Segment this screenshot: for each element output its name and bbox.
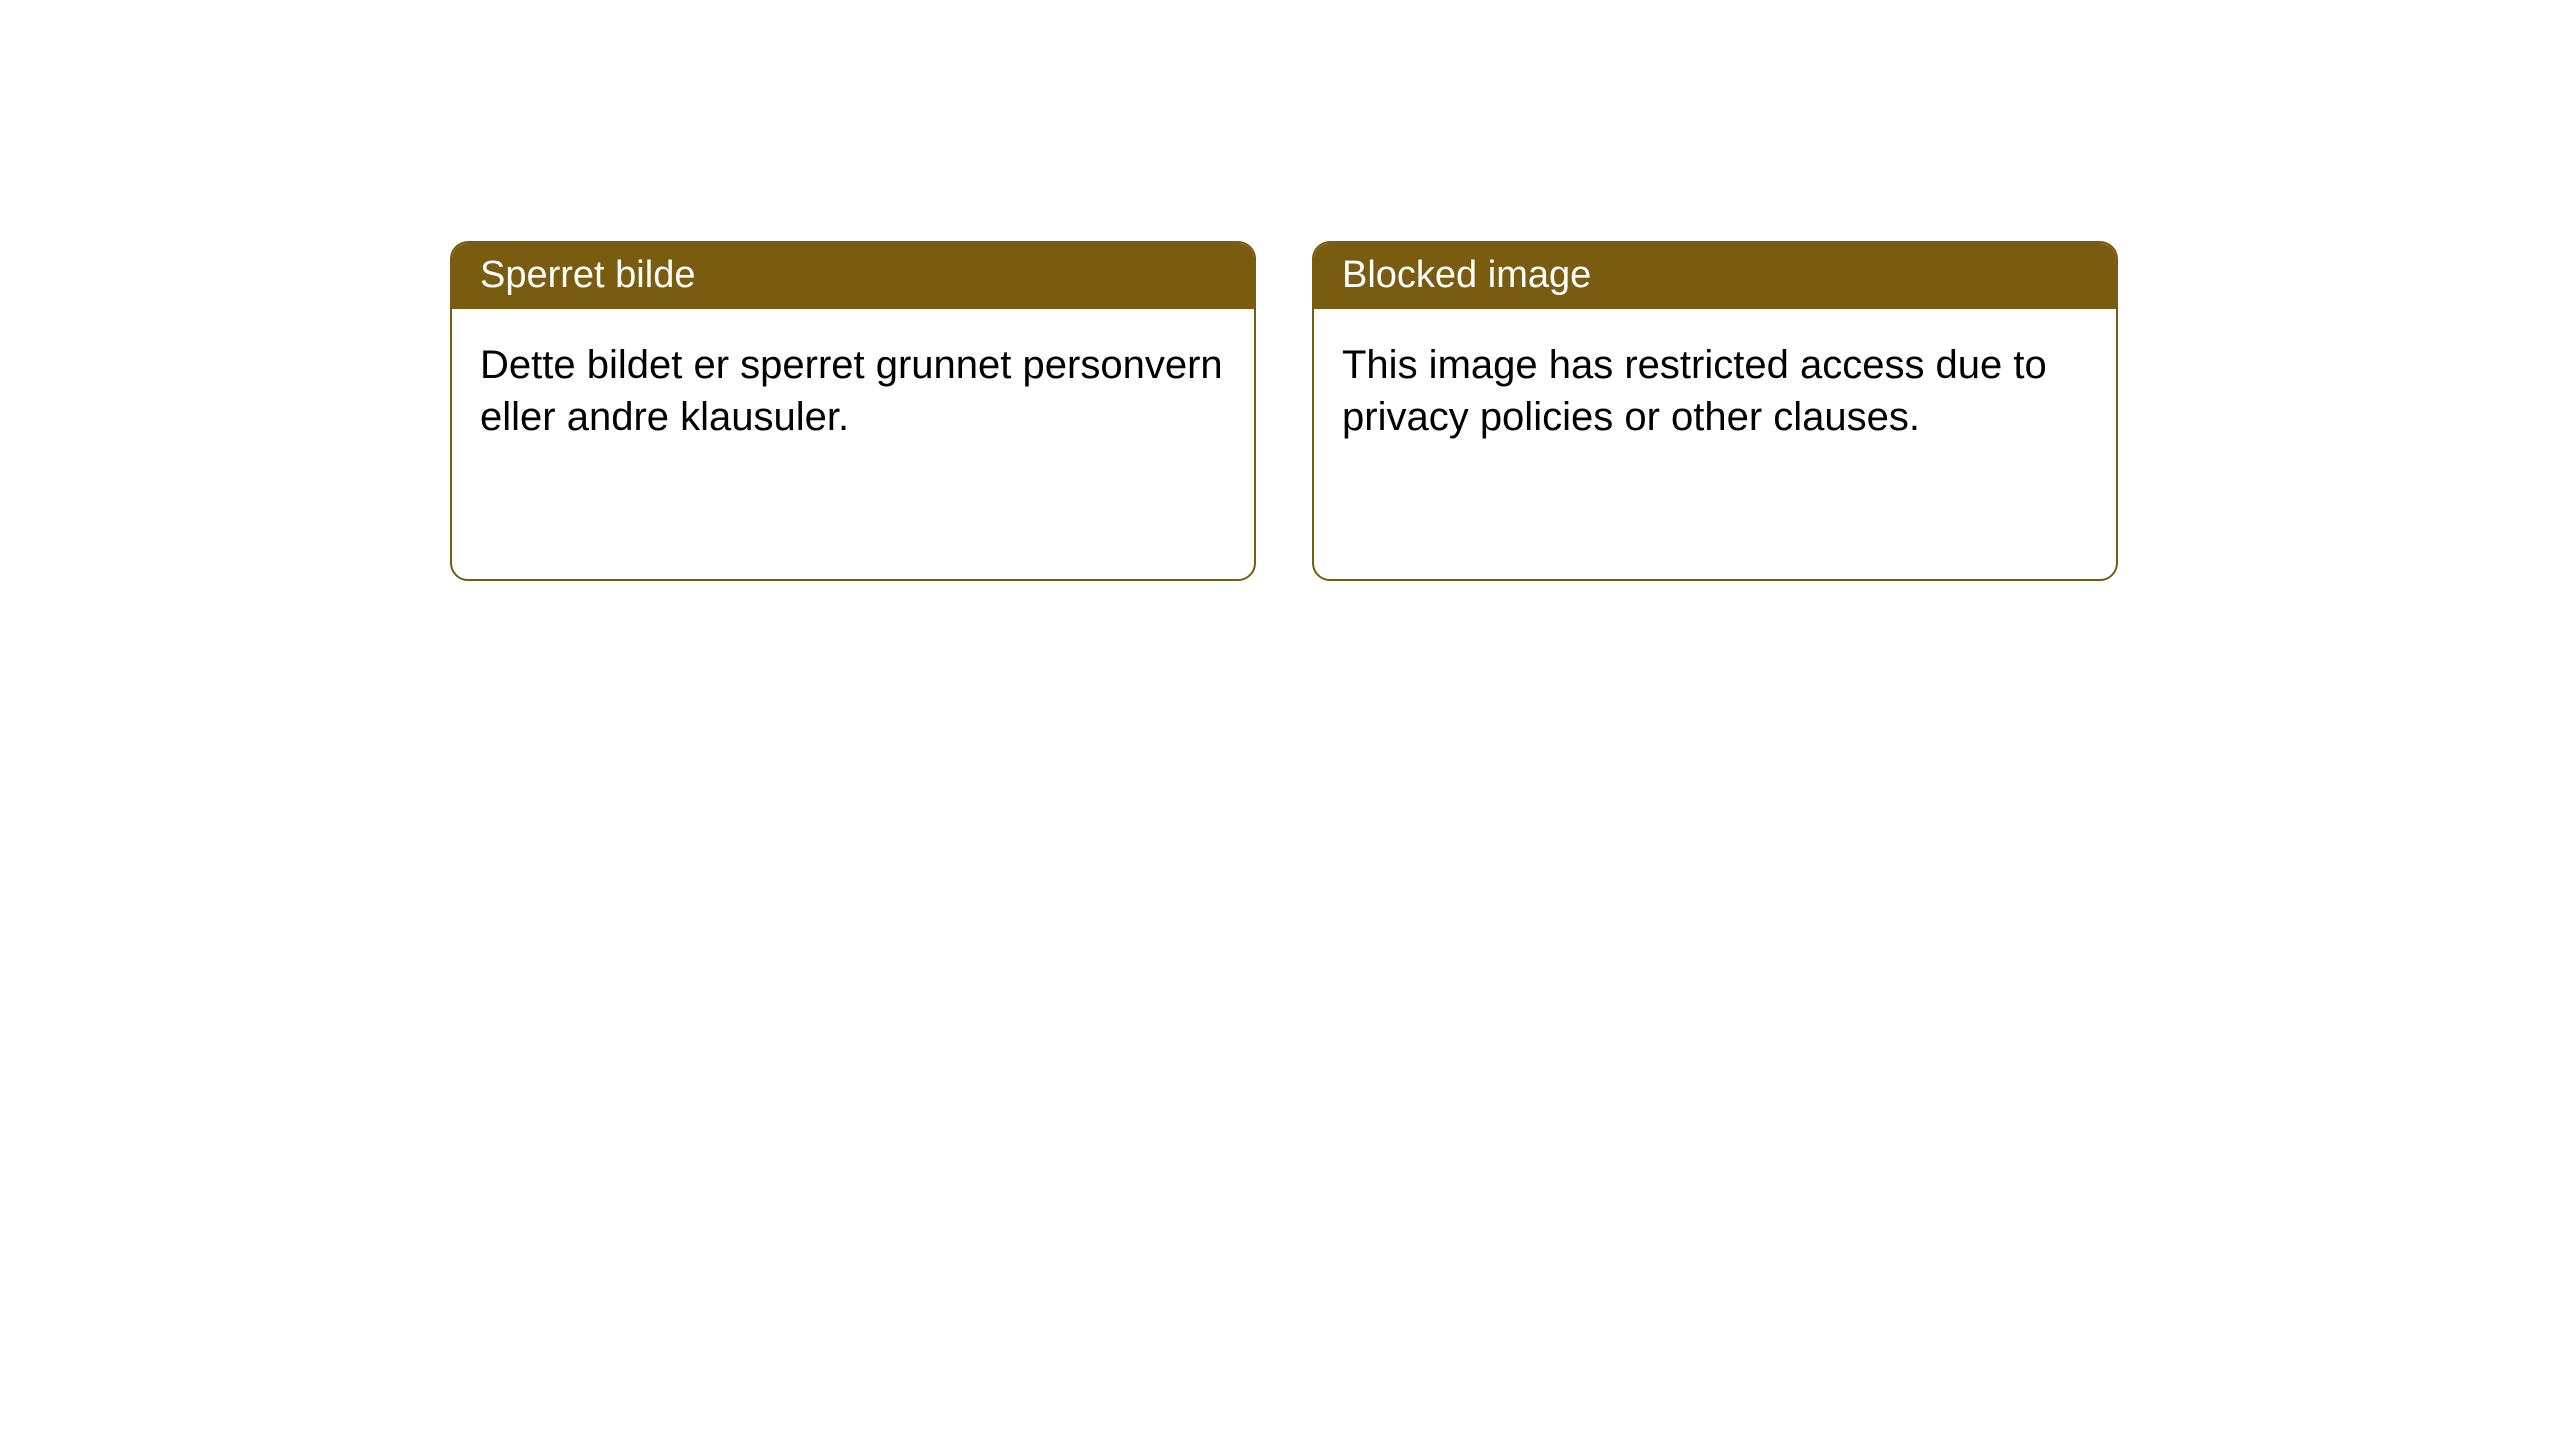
notice-box-english: Blocked image This image has restricted …: [1312, 241, 2118, 581]
notice-header: Blocked image: [1314, 243, 2116, 309]
notice-body: Dette bildet er sperret grunnet personve…: [452, 309, 1254, 473]
notice-box-norwegian: Sperret bilde Dette bildet er sperret gr…: [450, 241, 1256, 581]
notice-body: This image has restricted access due to …: [1314, 309, 2116, 473]
notice-container: Sperret bilde Dette bildet er sperret gr…: [450, 241, 2118, 581]
notice-header: Sperret bilde: [452, 243, 1254, 309]
